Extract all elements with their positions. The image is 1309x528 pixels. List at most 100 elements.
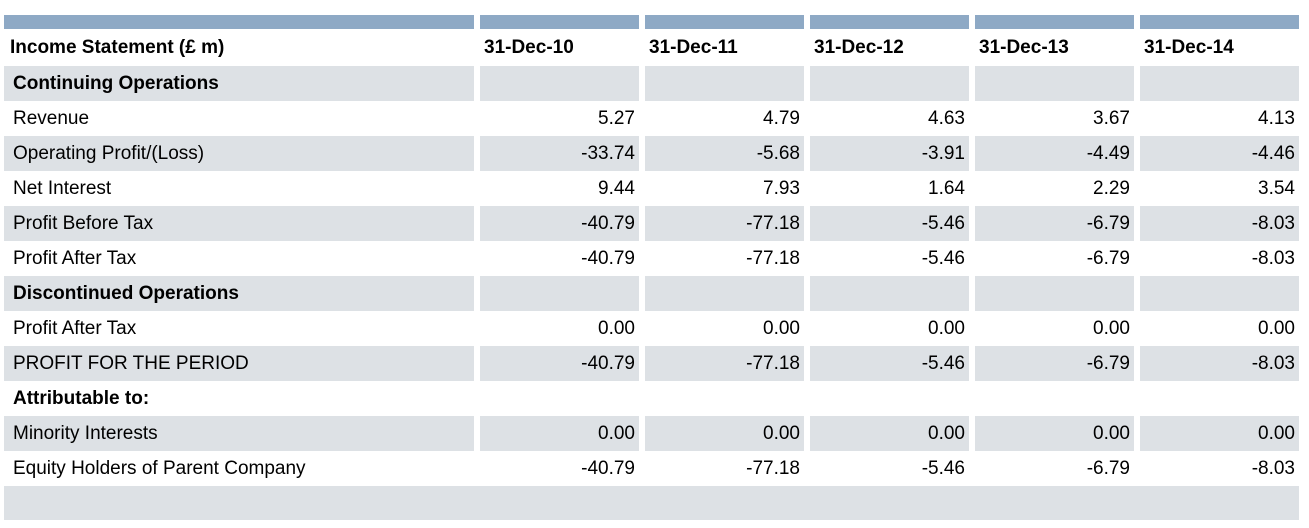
value-cell — [645, 66, 804, 101]
value-cell: -77.18 — [645, 241, 804, 276]
value-cell — [645, 381, 804, 416]
table-row: Attributable to: — [4, 381, 1299, 416]
column-header-date: 31-Dec-13 — [975, 29, 1134, 66]
value-cell: 1.64 — [810, 171, 969, 206]
value-cell — [810, 381, 969, 416]
table-row: Operating Profit/(Loss) -33.74 -5.68 -3.91-… — [4, 136, 1299, 171]
income-statement-table: Income Statement (£ m) 31-Dec-10 31-Dec-… — [0, 15, 1305, 520]
value-cell: -8.03 — [1140, 346, 1299, 381]
value-cell: -6.79 — [975, 346, 1134, 381]
section-header-row: Discontinued Operations — [4, 276, 1299, 311]
value-cell: 2.29 — [975, 171, 1134, 206]
table-footer-row — [4, 486, 1299, 520]
value-cell: -6.79 — [975, 241, 1134, 276]
column-header-date: 31-Dec-10 — [480, 29, 639, 66]
section-header-row: Continuing Operations — [4, 66, 1299, 101]
value-cell: 5.27 — [480, 101, 639, 136]
value-cell: 0.00 — [975, 416, 1134, 451]
header-color-bar — [4, 15, 1299, 29]
value-cell — [1140, 66, 1299, 101]
value-cell: -40.79 — [480, 346, 639, 381]
value-cell: 0.00 — [810, 416, 969, 451]
row-label: Minority Interests — [4, 416, 474, 451]
value-cell — [1140, 381, 1299, 416]
value-cell: -4.49 — [975, 136, 1134, 171]
value-cell — [645, 276, 804, 311]
value-cell: -8.03 — [1140, 206, 1299, 241]
value-cell: 0.00 — [810, 311, 969, 346]
value-cell: -5.68 — [645, 136, 804, 171]
row-label: Continuing Operations — [4, 66, 474, 101]
row-label: Net Interest — [4, 171, 474, 206]
value-cell: 3.67 — [975, 101, 1134, 136]
value-cell: -77.18 — [645, 206, 804, 241]
income-statement-table-wrapper: Income Statement (£ m) 31-Dec-10 31-Dec-… — [4, 15, 1299, 520]
header-bar-cell — [480, 15, 639, 29]
row-label: Equity Holders of Parent Company — [4, 451, 474, 486]
value-cell: 9.44 — [480, 171, 639, 206]
value-cell: -40.79 — [480, 206, 639, 241]
value-cell — [480, 66, 639, 101]
header-bar-cell — [4, 15, 474, 29]
table-row: Minority Interests 0.00 0.00 0.00 0.00 0.00 — [4, 416, 1299, 451]
value-cell: 3.54 — [1140, 171, 1299, 206]
value-cell: -40.79 — [480, 241, 639, 276]
value-cell — [1140, 276, 1299, 311]
table-title: Income Statement (£ m) — [4, 29, 474, 66]
value-cell: -77.18 — [645, 451, 804, 486]
table-row: Profit Before Tax -40.79 -77.18 -5.46 -6.79-… — [4, 206, 1299, 241]
table-row: Profit After Tax -40.79 -77.18 -5.46 -6.79 -8… — [4, 241, 1299, 276]
value-cell: -3.91 — [810, 136, 969, 171]
row-label: PROFIT FOR THE PERIOD — [4, 346, 474, 381]
value-cell: -4.46 — [1140, 136, 1299, 171]
value-cell: 0.00 — [1140, 416, 1299, 451]
table-row: PROFIT FOR THE PERIOD -40.79 -77.18 -5.46 -6… — [4, 346, 1299, 381]
row-label: Profit Before Tax — [4, 206, 474, 241]
value-cell — [975, 381, 1134, 416]
value-cell: -6.79 — [975, 451, 1134, 486]
value-cell: -5.46 — [810, 241, 969, 276]
value-cell: 0.00 — [975, 311, 1134, 346]
value-cell — [810, 276, 969, 311]
value-cell: -33.74 — [480, 136, 639, 171]
value-cell: -40.79 — [480, 451, 639, 486]
table-row: Revenue 5.27 4.79 4.63 3.67 4.13 — [4, 101, 1299, 136]
value-cell — [810, 66, 969, 101]
value-cell: 0.00 — [480, 311, 639, 346]
value-cell — [975, 66, 1134, 101]
table-row: Equity Holders of Parent Company -40.79 -7… — [4, 451, 1299, 486]
table-body: Income Statement (£ m) 31-Dec-10 31-Dec-… — [4, 15, 1299, 520]
footer-cell — [4, 486, 1299, 520]
value-cell: -8.03 — [1140, 451, 1299, 486]
value-cell: -5.46 — [810, 206, 969, 241]
value-cell: -8.03 — [1140, 241, 1299, 276]
value-cell: 0.00 — [645, 311, 804, 346]
header-bar-cell — [1140, 15, 1299, 29]
value-cell: -5.46 — [810, 346, 969, 381]
value-cell: 7.93 — [645, 171, 804, 206]
column-header-date: 31-Dec-12 — [810, 29, 969, 66]
value-cell: 0.00 — [480, 416, 639, 451]
value-cell: 0.00 — [645, 416, 804, 451]
column-header-date: 31-Dec-14 — [1140, 29, 1299, 66]
value-cell: 0.00 — [1140, 311, 1299, 346]
value-cell: 4.13 — [1140, 101, 1299, 136]
value-cell: -77.18 — [645, 346, 804, 381]
row-label: Profit After Tax — [4, 311, 474, 346]
value-cell: -5.46 — [810, 451, 969, 486]
row-label: Profit After Tax — [4, 241, 474, 276]
value-cell: 4.79 — [645, 101, 804, 136]
row-label: Operating Profit/(Loss) — [4, 136, 474, 171]
header-bar-cell — [645, 15, 804, 29]
column-header-date: 31-Dec-11 — [645, 29, 804, 66]
header-bar-cell — [810, 15, 969, 29]
value-cell — [480, 276, 639, 311]
table-row: Net Interest 9.44 7.93 1.64 2.29 3.54 — [4, 171, 1299, 206]
row-label: Attributable to: — [4, 381, 474, 416]
value-cell — [480, 381, 639, 416]
row-label: Discontinued Operations — [4, 276, 474, 311]
table-header-row: Income Statement (£ m) 31-Dec-10 31-Dec-… — [4, 29, 1299, 66]
header-bar-cell — [975, 15, 1134, 29]
table-row: Profit After Tax 0.00 0.00 0.00 0.00 0.00 — [4, 311, 1299, 346]
value-cell: 4.63 — [810, 101, 969, 136]
